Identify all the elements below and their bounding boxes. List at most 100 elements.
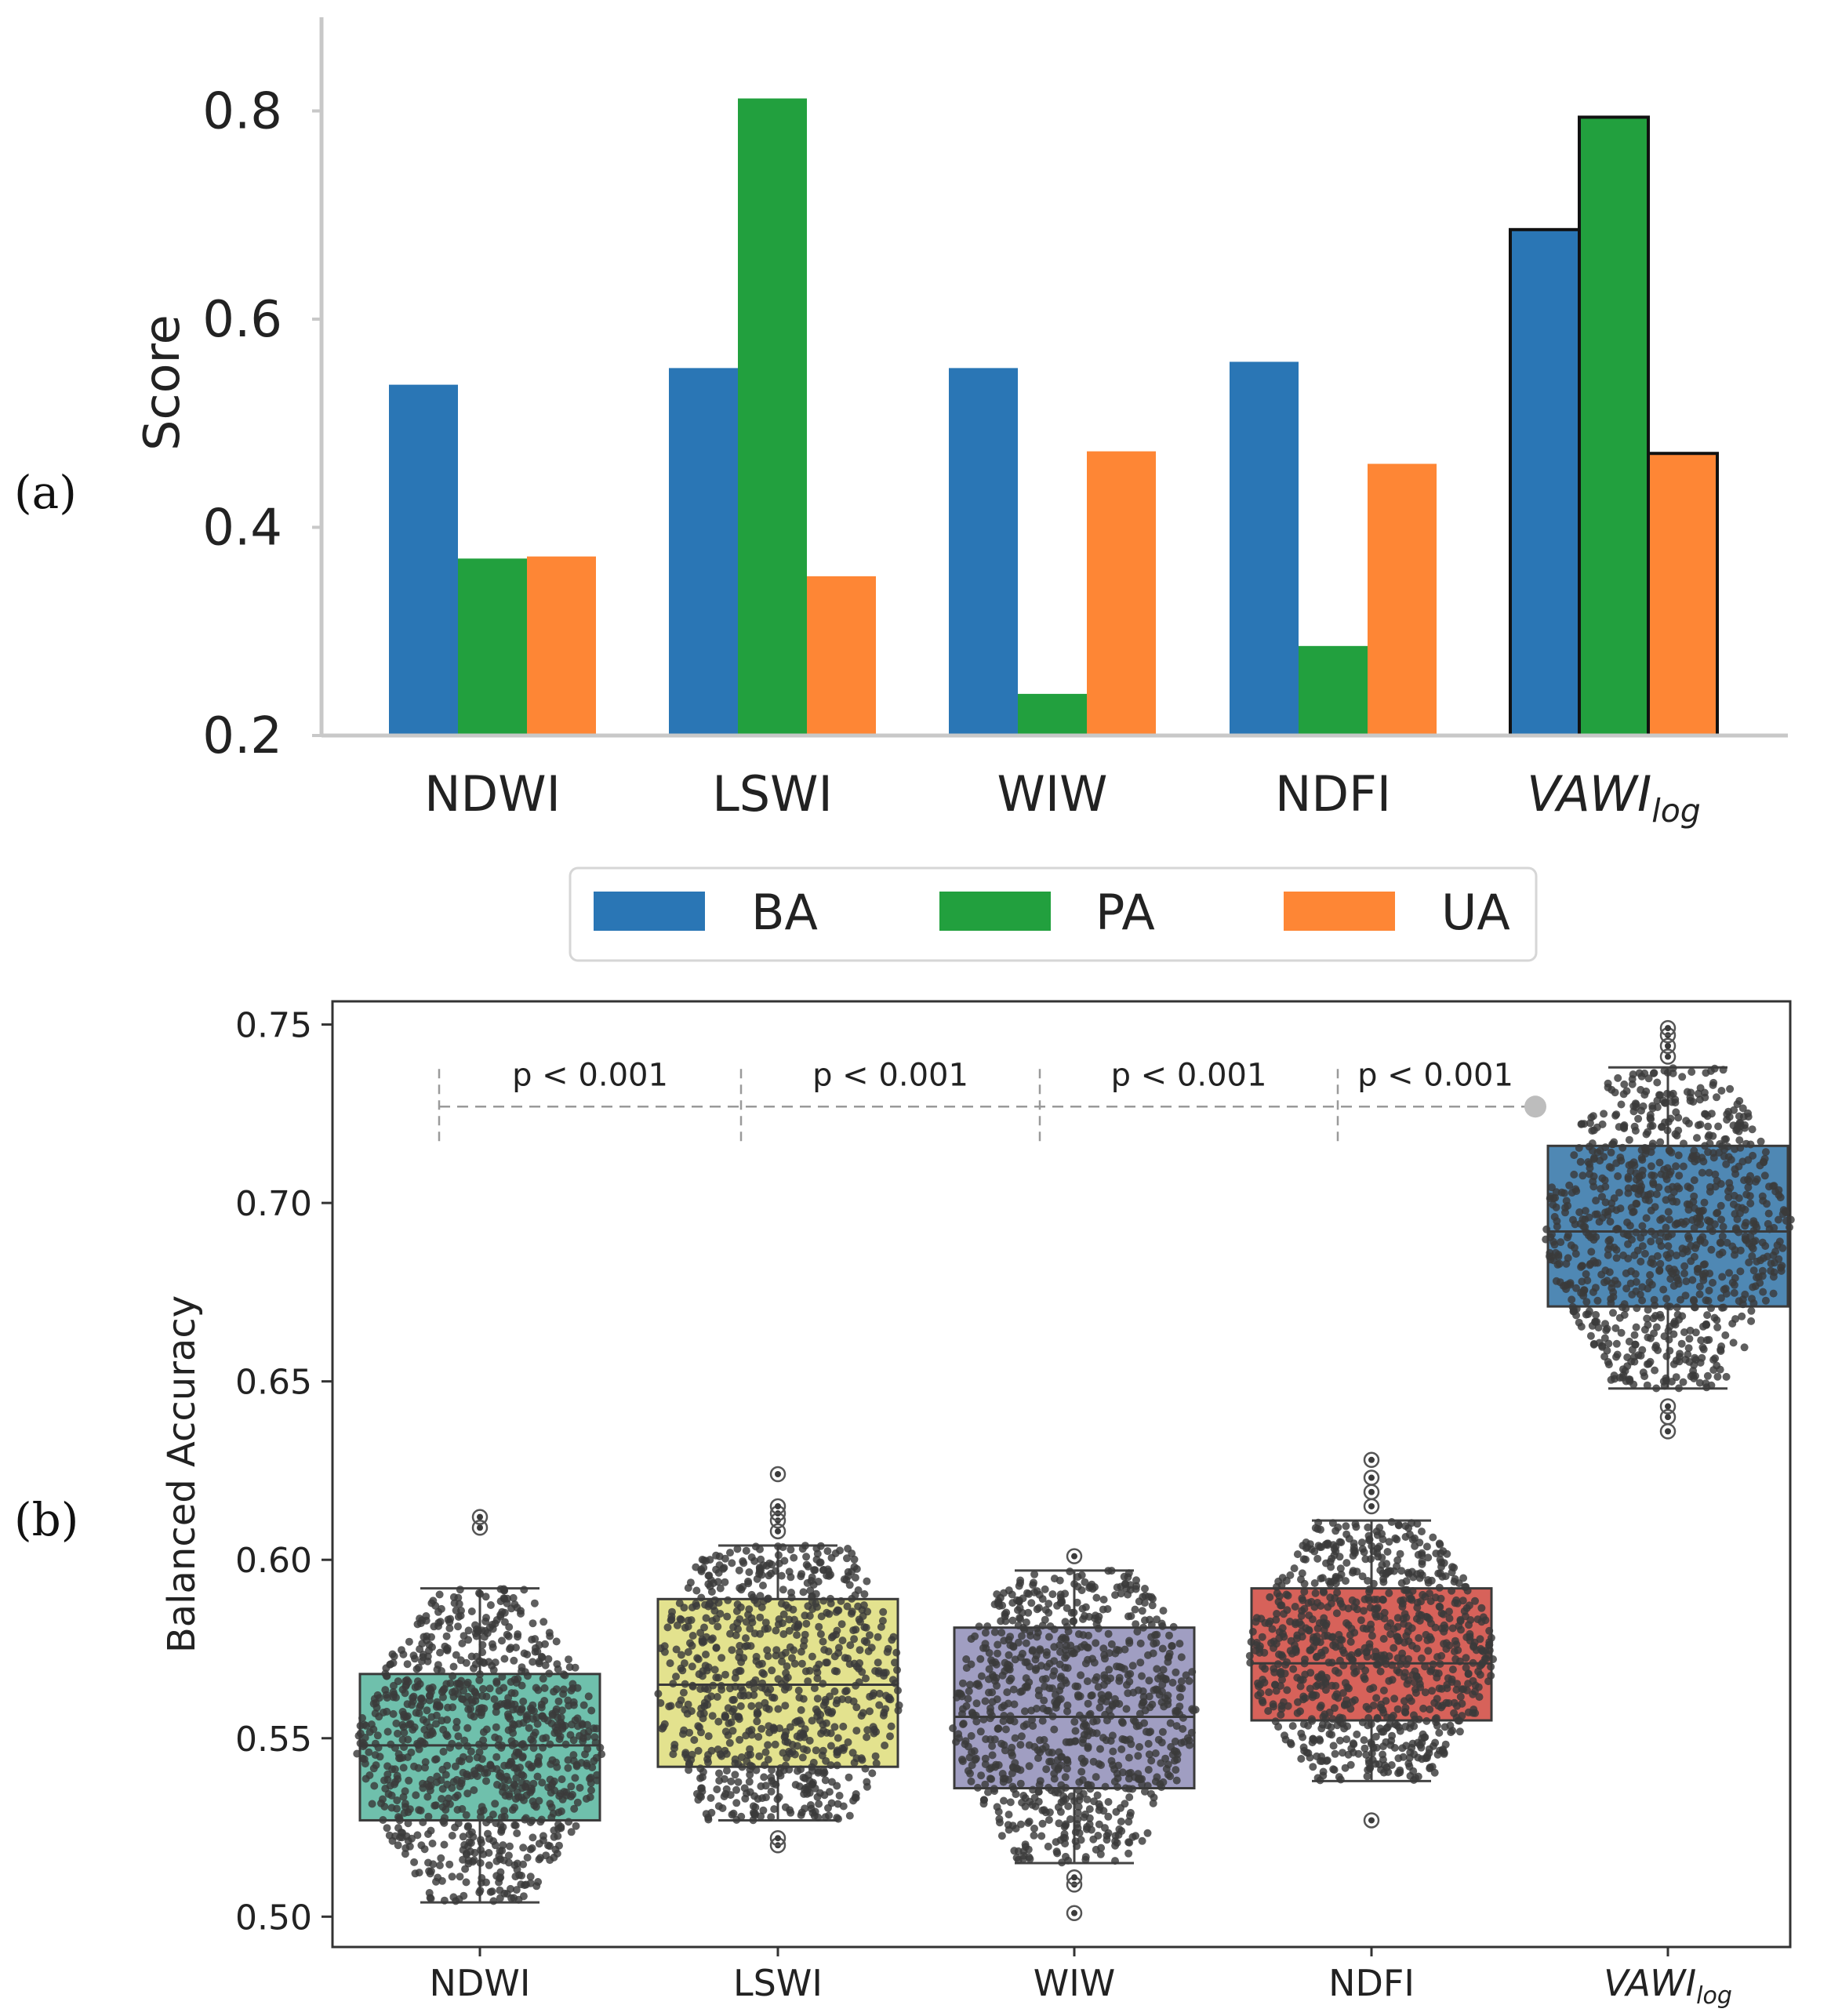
swarm-point [721,1713,730,1721]
swarm-point [786,1643,794,1651]
swarm-point [514,1793,523,1801]
swarm-point [823,1565,832,1574]
swarm-point [1624,1175,1633,1183]
p-value-label: p < 0.001 [1111,1057,1267,1093]
swarm-point [1465,1601,1473,1610]
swarm-point [687,1616,696,1625]
swarm-point [1461,1582,1470,1591]
swarm-point [1736,1267,1745,1276]
swarm-point [496,1874,504,1883]
swarm-point [1117,1818,1125,1825]
y-tick-label: 0.50 [235,1898,312,1938]
swarm-point [736,1641,744,1650]
swarm-point [1680,1270,1688,1278]
swarm-point [844,1545,852,1553]
swarm-point [1281,1731,1288,1740]
swarm-point [965,1753,974,1762]
swarm-point [1353,1730,1361,1738]
swarm-point [716,1584,725,1593]
swarm-point [1782,1217,1790,1225]
swarm-point [1339,1749,1346,1757]
swarm-point [492,1679,501,1687]
swarm-point [1074,1815,1082,1824]
swarm-point [1084,1631,1092,1640]
swarm-point [816,1542,825,1550]
swarm-point [1005,1716,1014,1724]
swarm-point [1378,1560,1386,1569]
swarm-point [1701,1260,1709,1269]
swarm-point [490,1695,499,1703]
x-tick-label-vawi: VAWIlog [1527,765,1701,830]
swarm-point [817,1729,826,1738]
swarm-point [1694,1089,1702,1098]
swarm-point [596,1743,605,1752]
swarm-point [1273,1610,1281,1618]
swarm-point [677,1696,685,1705]
panel-b-frame [331,1000,1792,1949]
swarm-point [1372,1605,1381,1614]
swarm-vawi [1542,1064,1795,1393]
outlier-point-ndwi [477,1513,483,1520]
outlier-vawi [1659,1398,1677,1415]
swarm-point [852,1703,861,1712]
swarm-point [545,1669,554,1678]
swarm-point [1284,1702,1292,1710]
swarm-point [1124,1818,1133,1826]
swarm-point [1548,1230,1556,1239]
swarm-point [1372,1694,1381,1702]
swarm-point [1404,1655,1412,1663]
swarm-point [1450,1709,1459,1717]
swarm-point [1582,1270,1590,1278]
swarm-point [1618,1143,1627,1152]
panel-b-annotations: p < 0.001 p < 0.001 p < 0.001 p < 0.001 [438,1057,1546,1142]
swarm-point [1753,1223,1761,1232]
swarm-point [660,1642,669,1651]
swarm-point [1571,1185,1580,1193]
swarm-point [559,1670,568,1679]
swarm-point [1335,1773,1343,1782]
swarm-point [1334,1716,1342,1724]
swarm-point [370,1782,379,1790]
swarm-point [891,1679,899,1687]
swarm-point [394,1729,401,1738]
swarm-point [735,1715,743,1724]
swarm-point [1001,1725,1010,1734]
swarm-point [744,1751,753,1760]
swarm-point [832,1630,840,1639]
swarm-point [1354,1749,1363,1758]
bar-wiw-pa [1018,693,1087,736]
swarm-point [1283,1686,1292,1695]
swarm-point [1128,1833,1137,1841]
swarm-point [1185,1736,1193,1745]
swarm-point [1140,1599,1149,1607]
swarm-point [1075,1778,1084,1786]
swarm-point [871,1667,880,1675]
swarm-point [510,1656,518,1665]
swarm-point [1365,1585,1374,1593]
swarm-point [420,1633,428,1641]
swarm-point [396,1833,404,1842]
swarm-point [1628,1080,1637,1088]
swarm-point [790,1553,798,1562]
swarm-point [1682,1277,1691,1286]
outlier-point-vawi [1665,1403,1671,1410]
swarm-point [1070,1717,1079,1726]
bar-vawi-ba [1509,227,1581,737]
swarm-point [1701,1110,1709,1118]
swarm-point [1029,1581,1037,1589]
swarm-point [1172,1766,1180,1774]
swarm-point [1121,1784,1130,1793]
swarm-point [1393,1633,1402,1641]
swarm-point [967,1660,975,1669]
swarm-point [704,1732,713,1741]
swarm-point [1616,1204,1625,1213]
swarm-point [756,1592,765,1600]
swarm-point [1647,1162,1655,1171]
swarm-point [496,1868,505,1876]
swarm-point [1145,1692,1153,1701]
swarm-point [848,1607,856,1616]
swarm-point [1450,1698,1459,1707]
swarm-point [1276,1682,1284,1690]
swarm-point [1630,1161,1639,1170]
swarm-point [1274,1577,1283,1586]
